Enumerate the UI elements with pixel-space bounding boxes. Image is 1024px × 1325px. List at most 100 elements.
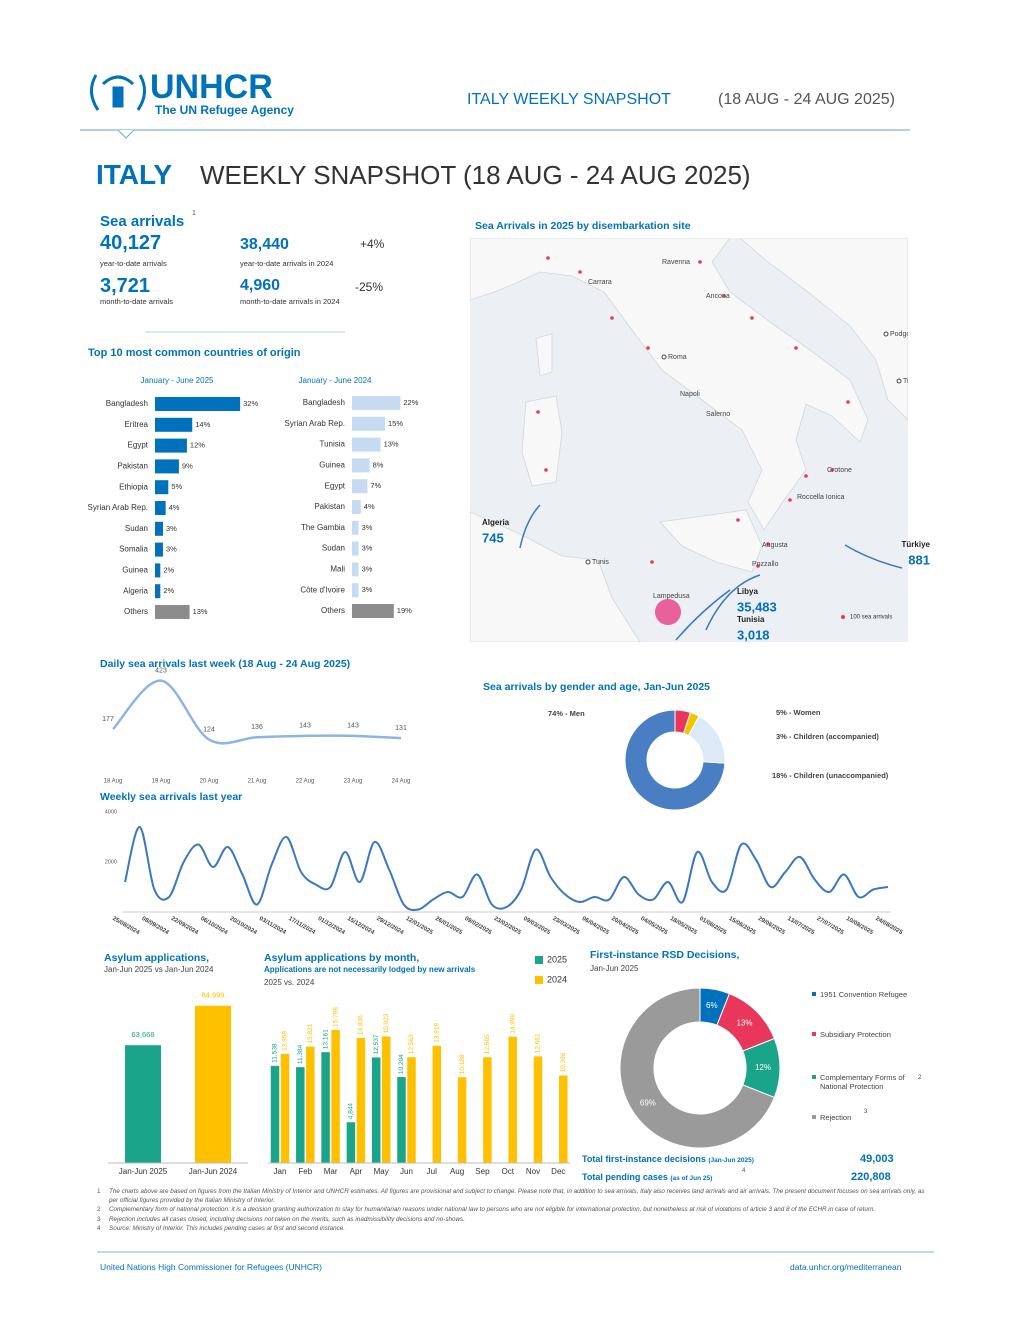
chart-subtitle: Jan-Jun 2025 — [590, 964, 639, 973]
place-label: Ancona — [706, 293, 730, 300]
value-label: 11,538 — [272, 1043, 279, 1063]
legend-label: 74% - Men — [548, 709, 585, 718]
x-tick-label: Dec — [551, 1167, 565, 1176]
slice — [687, 715, 726, 764]
bar — [346, 1122, 356, 1163]
data-label: 124 — [203, 726, 215, 733]
category-label: Sudan — [322, 544, 345, 553]
footnote-mark: 3 — [864, 1109, 868, 1115]
logo-tagline: The UN Refugee Agency — [155, 103, 294, 117]
bar — [352, 416, 385, 431]
laurel-right — [136, 74, 146, 111]
legend-swatch — [535, 976, 543, 984]
legend-label: 18% - Children (unaccompanied) — [772, 771, 889, 780]
legend-swatch — [535, 956, 543, 964]
site-dot — [804, 474, 808, 478]
value-label: 12,958 — [282, 1031, 289, 1051]
bar — [155, 417, 193, 432]
site-dot — [756, 564, 760, 568]
x-tick-label: 24 Aug — [392, 779, 411, 785]
x-tick-label: 18 Aug — [104, 779, 123, 785]
value-label: 12% — [190, 441, 205, 450]
footnote-mark: 4 — [742, 1168, 746, 1174]
bar — [155, 480, 169, 495]
title-country: ITALY — [96, 159, 173, 190]
site-dot — [546, 256, 550, 260]
footnote-text: Complementary form of national protectio… — [109, 1206, 876, 1213]
value-label: 63,668 — [132, 1030, 155, 1039]
data-label: 143 — [299, 723, 311, 730]
category-label: Somalia — [119, 545, 148, 554]
total-label-text: Total pending cases — [582, 1172, 668, 1182]
x-tick-label: 29/06/2025 — [757, 916, 787, 937]
bar — [407, 1057, 416, 1163]
x-tick-label: Oct — [501, 1167, 514, 1176]
bar — [331, 1029, 340, 1163]
value-label: 7% — [370, 481, 381, 490]
value-label: 9% — [182, 461, 193, 470]
bar — [155, 521, 163, 536]
value-label: 3% — [362, 523, 373, 532]
site-dot — [646, 346, 650, 350]
value-label: 12,661 — [535, 1033, 542, 1053]
x-tick-label: Jan — [274, 1167, 287, 1176]
bar — [155, 563, 161, 578]
legend-label: Complementary Forms of National Protecti… — [820, 1073, 905, 1092]
data-label: 131 — [395, 725, 407, 732]
x-tick-label: Feb — [298, 1167, 312, 1176]
place-label: Salerno — [706, 411, 730, 418]
line — [124, 825, 889, 912]
logo-name: UNHCR — [150, 68, 273, 106]
value-label: 15,798 — [332, 1007, 339, 1027]
capital-dot — [896, 378, 902, 384]
category-label: Egypt — [325, 481, 346, 490]
place-label: Augusta — [762, 542, 788, 549]
footnote-text: Source: Ministry of Interior. This inclu… — [109, 1225, 346, 1232]
place-label: Ravenna — [662, 259, 690, 266]
bar — [352, 396, 401, 410]
value-label: 4% — [364, 502, 375, 511]
total-label: Total first-instance decisions (Jan-Jun … — [582, 1155, 754, 1165]
legend-label: 2024 — [547, 974, 567, 984]
bar — [321, 1052, 330, 1163]
flow-arrow — [675, 589, 731, 641]
slice-label: 13% — [737, 1019, 753, 1028]
x-tick-label: 20 Aug — [200, 779, 219, 785]
place-label: Podgorica — [890, 331, 922, 338]
category-label: Côte d'Ivoire — [300, 585, 345, 594]
category-label: Mali — [330, 565, 345, 574]
legend-label: Subsidiary Protection — [820, 1030, 891, 1039]
legend-swatch — [812, 1032, 816, 1036]
category-label: Guinea — [122, 566, 148, 575]
legend-label: 1951 Convention Refugee — [820, 990, 908, 999]
legend-item: Rejection 3 — [812, 1109, 912, 1122]
value-label: 10,204 — [398, 1054, 405, 1074]
roof — [101, 75, 135, 86]
value-label: 3% — [362, 585, 373, 594]
bar — [155, 438, 187, 453]
category-label: Syrian Arab Rep. — [285, 419, 345, 428]
x-tick-label: 10/08/2025 — [845, 916, 875, 937]
land — [470, 238, 869, 531]
y-tick-label: 2000 — [105, 859, 117, 865]
data-label: 136 — [251, 724, 263, 731]
capital-dot — [585, 559, 591, 565]
site-dot — [750, 316, 754, 320]
bar — [457, 1077, 467, 1163]
bar — [352, 562, 359, 577]
section-heading: Top 10 most common countries of origin — [88, 347, 301, 359]
place-label: Pozzallo — [752, 561, 779, 568]
x-tick-label: 06/04/2025 — [581, 916, 611, 937]
category-label: Bangladesh — [106, 399, 148, 408]
site-dot — [698, 260, 702, 264]
flow-origin: Tunisia — [737, 615, 765, 624]
bar — [352, 479, 368, 494]
title-rest: WEEKLY SNAPSHOT (18 AUG - 24 AUG 2025) — [200, 160, 751, 190]
bar — [533, 1056, 543, 1163]
x-tick-label: 15/06/2025 — [727, 916, 757, 937]
x-tick-label: Nov — [526, 1167, 540, 1176]
footnote-mark: 2 — [918, 1075, 922, 1081]
bar — [352, 458, 370, 473]
legend-item: Complementary Forms of National Protecti… — [812, 1073, 921, 1092]
value-label: 5% — [171, 482, 182, 491]
